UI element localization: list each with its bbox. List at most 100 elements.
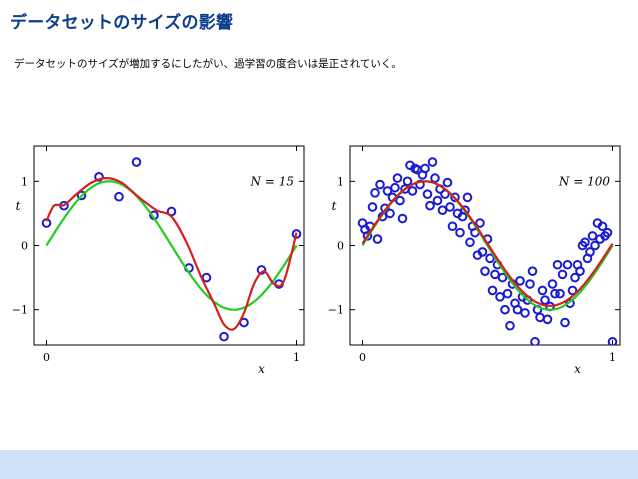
chart0-point bbox=[114, 191, 124, 202]
chart1-point bbox=[450, 192, 460, 203]
chart1-point bbox=[550, 288, 560, 299]
chart0-ytick-label: −1 bbox=[12, 304, 28, 317]
chart1-point bbox=[455, 227, 465, 238]
chart1-point bbox=[490, 269, 500, 280]
chart1-point bbox=[497, 272, 508, 283]
chart1-point bbox=[607, 336, 618, 345]
chart0-point bbox=[291, 229, 302, 239]
chart1-fit-curve bbox=[361, 180, 614, 307]
chart1-point bbox=[370, 188, 380, 198]
chart1-point bbox=[540, 295, 550, 305]
chart1-point bbox=[547, 279, 558, 289]
chart1-ylabel: t bbox=[332, 199, 337, 213]
chart1-point bbox=[372, 234, 383, 244]
chart1-annotation: N = 100 bbox=[558, 174, 610, 188]
chart1-point bbox=[597, 221, 608, 232]
chart1-point bbox=[402, 176, 413, 187]
chart-n100: 1 0 −1 0 1 t x N = 100 bbox=[324, 140, 624, 380]
chart1-point bbox=[420, 163, 430, 174]
chart1-point bbox=[495, 292, 505, 302]
chart1-point bbox=[367, 202, 378, 212]
chart-n15: 1 0 −1 0 1 t x N = 15 bbox=[8, 140, 308, 380]
chart0-frame bbox=[33, 145, 305, 346]
chart1-point bbox=[542, 314, 553, 325]
chart0-ytick-label: 0 bbox=[21, 240, 28, 253]
chart1-point bbox=[530, 336, 540, 345]
chart1-point bbox=[537, 285, 548, 296]
chart1-point bbox=[555, 288, 565, 299]
chart1-point bbox=[390, 182, 400, 193]
chart1-point bbox=[562, 259, 573, 270]
chart1-point bbox=[465, 237, 475, 248]
chart1-ytick-label: −1 bbox=[328, 304, 344, 317]
chart0-point bbox=[131, 157, 142, 167]
chart1-point bbox=[462, 192, 473, 203]
chart1-point bbox=[500, 304, 510, 315]
chart0-point bbox=[219, 331, 229, 342]
chart1-point bbox=[477, 247, 488, 257]
chart1-point bbox=[575, 266, 585, 276]
chart1-point bbox=[442, 177, 453, 188]
chart1-point bbox=[395, 195, 405, 206]
chart1-point bbox=[560, 317, 570, 328]
chart1-point bbox=[525, 279, 535, 289]
chart1-point bbox=[527, 266, 538, 276]
chart1-point bbox=[432, 195, 443, 206]
chart0-annotation: N = 15 bbox=[250, 174, 294, 188]
chart1-point bbox=[485, 253, 495, 264]
chart1-point bbox=[437, 205, 448, 215]
chart1-point bbox=[520, 308, 530, 318]
chart1-point bbox=[407, 186, 418, 196]
chart1-xtick-label: 1 bbox=[609, 351, 616, 364]
chart1-point bbox=[475, 218, 485, 228]
chart1-point bbox=[512, 304, 523, 315]
chart1-point bbox=[590, 240, 600, 251]
chart1-point bbox=[587, 231, 598, 241]
chart1-plot-area bbox=[357, 157, 618, 345]
chart1-point bbox=[430, 173, 440, 183]
chart0-ylabel: t bbox=[16, 199, 21, 213]
chart1-point bbox=[385, 208, 395, 219]
chart1-point bbox=[397, 213, 408, 224]
slide-title: データセットのサイズの影響 bbox=[10, 13, 234, 33]
chart1-point bbox=[362, 231, 373, 241]
chart0-xlabel: x bbox=[258, 362, 265, 376]
chart1-point bbox=[557, 269, 568, 280]
chart1-point bbox=[480, 266, 490, 276]
chart1-point bbox=[505, 320, 515, 331]
chart1-point bbox=[375, 179, 385, 190]
chart0-xtick-label: 1 bbox=[293, 351, 300, 364]
chart0-ytick-label: 1 bbox=[21, 175, 28, 188]
chart0-fit-curve bbox=[45, 176, 298, 331]
chart1-point bbox=[585, 247, 595, 257]
footer-bar bbox=[0, 450, 638, 479]
chart1-point bbox=[552, 259, 563, 270]
chart1-point bbox=[382, 186, 393, 196]
chart1-point bbox=[392, 173, 403, 183]
chart0-point bbox=[94, 172, 104, 182]
chart1-point bbox=[602, 227, 613, 238]
chart1-point bbox=[425, 200, 435, 211]
chart1-point bbox=[515, 276, 525, 286]
chart1-point bbox=[487, 285, 498, 296]
slide-subtitle: データセットのサイズが増加するにしたがい、過学習の度合いは是正されていく。 bbox=[14, 58, 402, 70]
chart1-ytick-label: 1 bbox=[337, 175, 344, 188]
chart1-point bbox=[570, 272, 580, 283]
chart1-xtick-label: 0 bbox=[359, 351, 366, 364]
chart0-xtick-label: 0 bbox=[43, 351, 50, 364]
chart1-point bbox=[422, 189, 433, 199]
chart1-point bbox=[445, 202, 455, 212]
chart1-point bbox=[502, 288, 513, 299]
chart1-ytick-label: 0 bbox=[337, 240, 344, 253]
chart1-point bbox=[447, 221, 458, 232]
chart0-true-curve bbox=[45, 180, 298, 311]
chart1-frame bbox=[349, 145, 621, 346]
chart1-point bbox=[580, 237, 590, 248]
chart1-xlabel: x bbox=[574, 362, 581, 376]
chart1-point bbox=[427, 157, 438, 167]
chart0-plot-area bbox=[41, 157, 302, 342]
chart1-point bbox=[567, 285, 578, 296]
chart1-point bbox=[460, 205, 470, 215]
